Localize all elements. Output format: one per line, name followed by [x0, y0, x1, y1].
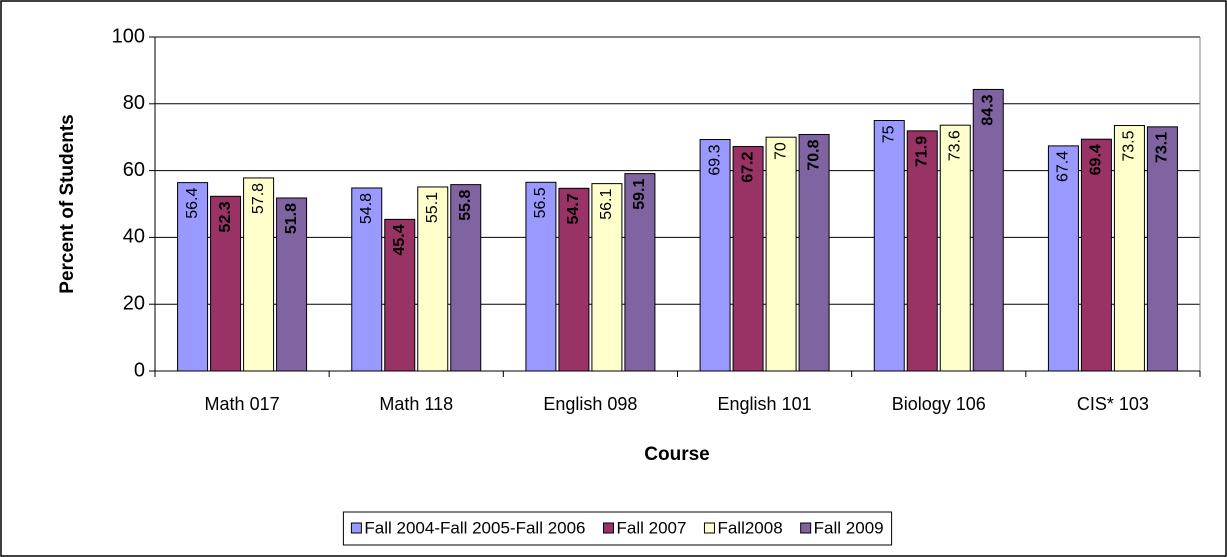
- bar: [1080, 138, 1112, 372]
- data-label: 75: [880, 125, 897, 143]
- bar: [972, 88, 1004, 372]
- bar: [939, 124, 971, 372]
- legend-swatch: [703, 522, 715, 534]
- y-tick-label: 80: [123, 92, 145, 114]
- bar: [384, 218, 416, 372]
- x-tick-label: Math 017: [205, 394, 280, 414]
- data-label: 59.1: [631, 179, 648, 210]
- legend-label: Fall2008: [717, 518, 782, 537]
- bar: [624, 173, 656, 372]
- legend-label: Fall 2004-Fall 2005-Fall 2006: [364, 518, 585, 537]
- bar: [558, 187, 590, 372]
- bar: [765, 136, 797, 372]
- data-label: 56.4: [184, 188, 201, 219]
- x-tick-label: Math 118: [379, 394, 453, 414]
- legend-swatch: [350, 522, 362, 534]
- data-label: 69.3: [706, 144, 723, 175]
- bar: [417, 186, 449, 372]
- data-label: 45.4: [391, 224, 408, 255]
- bar: [177, 182, 209, 372]
- data-label: 56.1: [598, 189, 615, 220]
- data-label: 84.3: [979, 94, 996, 125]
- bar: [699, 139, 731, 372]
- data-label: 55.1: [424, 192, 441, 223]
- y-tick-label: 0: [134, 359, 145, 381]
- legend-swatch: [800, 522, 812, 534]
- y-tick-label: 20: [123, 292, 145, 314]
- data-label: 57.8: [250, 183, 267, 214]
- y-axis-title: Percent of Students: [57, 114, 78, 293]
- legend-swatch: [603, 522, 615, 534]
- data-label: 70.8: [805, 139, 822, 170]
- legend: Fall 2004-Fall 2005-Fall 2006 Fall 2007 Fa…: [342, 511, 893, 546]
- x-tick-label: Biology 106: [892, 394, 986, 414]
- bar: [906, 130, 938, 372]
- x-axis-title: Course: [644, 444, 709, 465]
- data-label: 73.1: [1154, 132, 1171, 163]
- y-tick-label: 60: [123, 159, 145, 181]
- data-label: 56.5: [532, 187, 549, 218]
- bar: [732, 146, 764, 372]
- legend-label: Fall 2009: [814, 518, 884, 537]
- data-label: 67.2: [739, 151, 756, 182]
- data-label: 55.8: [457, 190, 474, 221]
- data-label: 70: [772, 142, 789, 160]
- data-label: 54.7: [565, 193, 582, 224]
- bar: [591, 183, 623, 372]
- data-label: 52.3: [217, 201, 234, 232]
- bar: [243, 177, 275, 372]
- bar: [873, 120, 905, 372]
- data-label: 67.4: [1055, 151, 1072, 182]
- x-tick-label: English 101: [718, 394, 812, 414]
- data-label: 69.4: [1088, 144, 1105, 175]
- x-tick-label: English 098: [543, 394, 637, 414]
- y-tick-label: 100: [112, 25, 145, 47]
- x-tick-label: CIS* 103: [1077, 394, 1149, 414]
- data-label: 51.8: [283, 203, 300, 234]
- legend-label: Fall 2007: [617, 518, 687, 537]
- bar: [276, 197, 308, 372]
- data-label: 54.8: [358, 193, 375, 224]
- bar: [210, 195, 242, 372]
- data-label: 71.9: [913, 136, 930, 167]
- bar: [525, 181, 557, 372]
- bar: [351, 187, 383, 372]
- y-tick-label: 40: [123, 226, 145, 248]
- data-label: 73.5: [1121, 130, 1138, 161]
- data-label: 73.6: [946, 130, 963, 161]
